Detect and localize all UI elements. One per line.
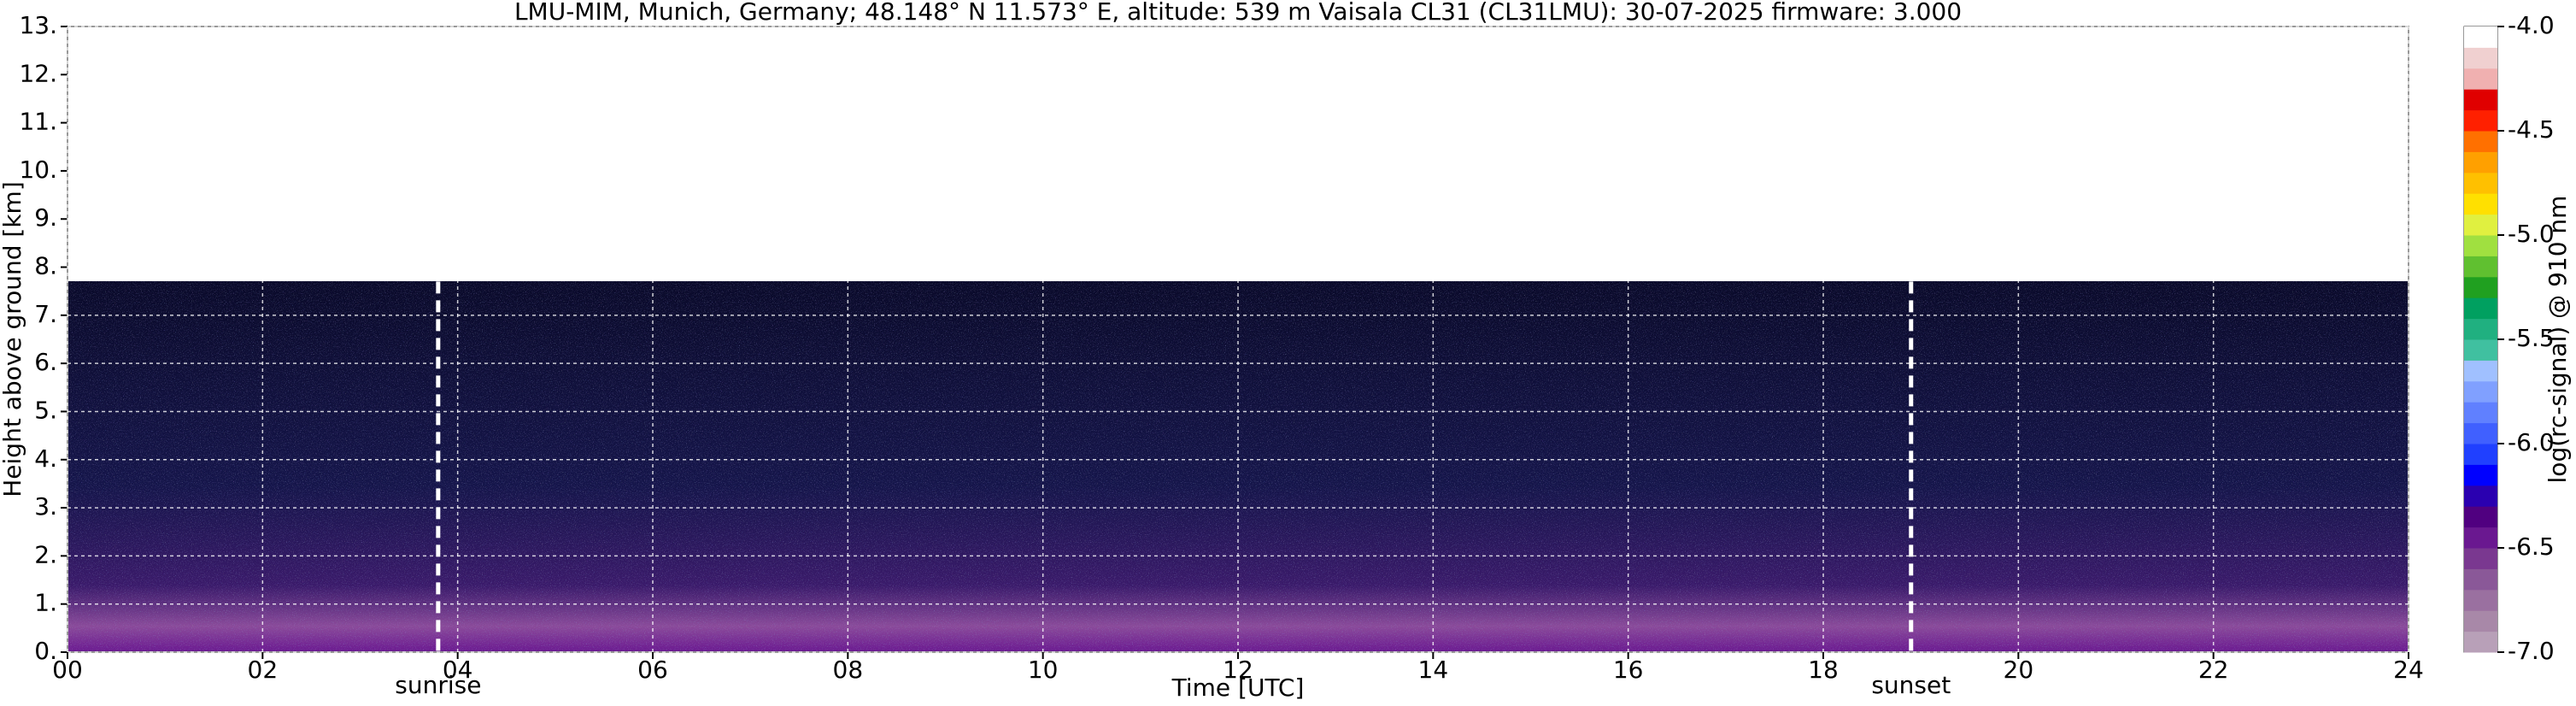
- x-tick-label: 00: [52, 656, 83, 684]
- y-tick-label: 3.: [34, 492, 57, 521]
- x-tick-label: 18: [1808, 656, 1839, 684]
- x-tick-label: 16: [1613, 656, 1644, 684]
- x-tick-label: 04: [443, 656, 473, 684]
- colorbar-segment: [2464, 360, 2497, 382]
- x-tick-label: 06: [637, 656, 668, 684]
- colorbar-segment: [2464, 527, 2497, 549]
- x-tick-label: 20: [2004, 656, 2034, 684]
- x-axis-label: Time [UTC]: [1171, 674, 1305, 702]
- annotation-label: sunset: [1871, 671, 1951, 699]
- y-tick-label: 1.: [34, 589, 57, 617]
- colorbar-segment: [2464, 318, 2497, 340]
- x-tick-label: 02: [248, 656, 279, 684]
- y-tick-label: 8.: [34, 252, 57, 280]
- y-tick-label: 13.: [19, 11, 57, 39]
- colorbar-segment: [2464, 297, 2497, 320]
- colorbar-segment: [2464, 68, 2497, 90]
- colorbar-tick-label: -6.0: [2508, 428, 2555, 456]
- colorbar-segment: [2464, 256, 2497, 278]
- colorbar-segment: [2464, 214, 2497, 236]
- colorbar-label: log(rc-signal) @ 910 nm: [2544, 196, 2572, 484]
- y-tick-label: 10.: [19, 156, 57, 184]
- x-tick-label: 24: [2393, 656, 2424, 684]
- y-tick-label: 9.: [34, 203, 57, 232]
- colorbar-segment: [2464, 444, 2497, 465]
- colorbar-tick-label: -5.5: [2508, 324, 2555, 352]
- x-tick-label: 14: [1418, 656, 1449, 684]
- y-tick-label: 7.: [34, 300, 57, 328]
- colorbar-segment: [2464, 172, 2497, 194]
- colorbar-segment: [2464, 568, 2497, 591]
- colorbar-segment: [2464, 422, 2497, 444]
- y-tick-label: 4.: [34, 444, 57, 473]
- y-tick-label: 11.: [19, 108, 57, 136]
- colorbar-segment: [2464, 339, 2497, 361]
- colorbar-segment: [2464, 109, 2497, 132]
- colorbar-segment: [2464, 131, 2497, 152]
- y-tick-label: 0.: [34, 637, 57, 665]
- x-tick-label: 10: [1028, 656, 1059, 684]
- y-tick-label: 5.: [34, 396, 57, 424]
- colorbar-segment: [2464, 193, 2497, 215]
- colorbar-tick-label: -7.0: [2508, 637, 2555, 665]
- colorbar-segment: [2464, 464, 2497, 486]
- x-tick-label: 22: [2198, 656, 2229, 684]
- colorbar-segment: [2464, 548, 2497, 569]
- x-tick-label: 08: [833, 656, 864, 684]
- colorbar-segment: [2464, 589, 2497, 611]
- x-tick-label: 12: [1223, 656, 1253, 684]
- colorbar-segment: [2464, 631, 2497, 653]
- colorbar-tick-label: -6.5: [2508, 532, 2555, 561]
- colorbar-segment: [2464, 276, 2497, 298]
- colorbar-tick-label: -5.0: [2508, 220, 2555, 248]
- colorbar-segment: [2464, 485, 2497, 507]
- colorbar-segment: [2464, 89, 2497, 111]
- colorbar-segment: [2464, 47, 2497, 69]
- colorbar-segment: [2464, 235, 2497, 256]
- y-tick-label: 6.: [34, 348, 57, 376]
- colorbar-segment: [2464, 506, 2497, 528]
- colorbar-tick-label: -4.5: [2508, 115, 2555, 144]
- chart-title: LMU-MIM, Munich, Germany; 48.148° N 11.5…: [514, 0, 1962, 26]
- annotation-label: sunrise: [395, 671, 481, 699]
- y-tick-label: 2.: [34, 540, 57, 568]
- colorbar-segment: [2464, 610, 2497, 632]
- y-tick-label: 12.: [19, 59, 57, 87]
- colorbar-segment: [2464, 151, 2497, 174]
- colorbar-tick-label: -4.0: [2508, 11, 2555, 39]
- colorbar-segment: [2464, 402, 2497, 424]
- colorbar-segment: [2464, 380, 2497, 403]
- colorbar-segment: [2464, 26, 2497, 48]
- y-axis-label: Height above ground [km]: [0, 181, 26, 497]
